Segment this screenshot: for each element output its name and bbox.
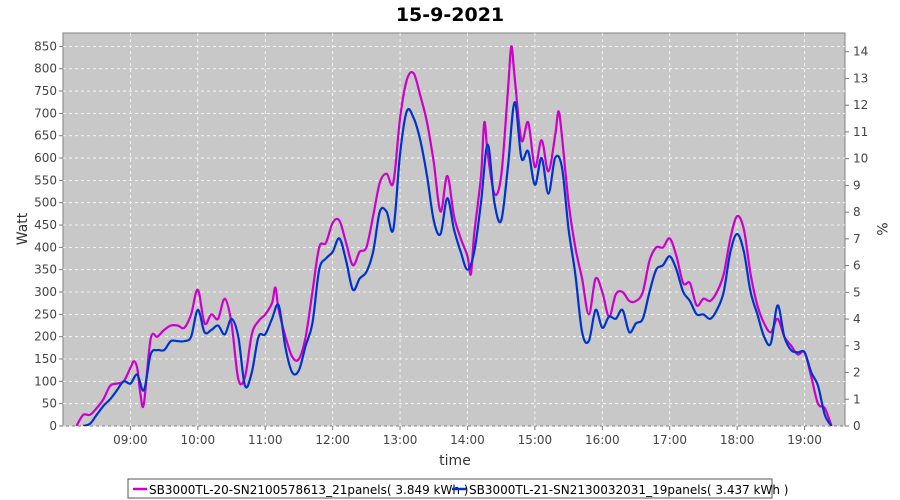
- y2-tick-label: 4: [853, 312, 861, 326]
- y-tick-label: 750: [34, 84, 57, 98]
- x-tick-label: 18:00: [720, 433, 755, 447]
- y-tick-label: 350: [34, 263, 57, 277]
- y-tick-label: 0: [49, 419, 57, 433]
- y-tick-label: 100: [34, 374, 57, 388]
- x-axis-label: time: [439, 453, 471, 469]
- y2-tick-label: 8: [853, 205, 861, 219]
- grid-lines: [63, 33, 845, 427]
- y-tick-label: 250: [34, 307, 57, 321]
- y2-tick-label: 10: [853, 152, 868, 166]
- y2-tick-label: 2: [853, 366, 861, 380]
- y-tick-label: 550: [34, 173, 57, 187]
- x-tick-label: 16:00: [585, 433, 620, 447]
- series-line-1: [75, 45, 833, 426]
- y2-tick-label: 9: [853, 178, 861, 192]
- x-tick-label: 19:00: [787, 433, 822, 447]
- legend: SB3000TL-20-SN2100578613_21panels( 3.849…: [127, 478, 788, 499]
- chart-title: 15-9-2021: [396, 4, 504, 26]
- y2-axis-label: %: [873, 222, 889, 235]
- y-tick-label: 450: [34, 218, 57, 232]
- y2-tick-label: 7: [853, 232, 861, 246]
- y2-tick-label: 3: [853, 339, 861, 353]
- y-tick-label: 200: [34, 330, 57, 344]
- x-tick-label: 14:00: [450, 433, 485, 447]
- legend-label-series-1: SB3000TL-20-SN2100578613_21panels( 3.849…: [149, 483, 468, 497]
- x-tick-label: 17:00: [652, 433, 687, 447]
- x-tick-label: 11:00: [248, 433, 283, 447]
- y-axis-left: 0 50 100 150 200 250 300 350 400 450 500 550 600 650 7…: [34, 39, 63, 433]
- series-line-2: [82, 101, 833, 426]
- x-tick-label: 15:00: [518, 433, 553, 447]
- y-tick-label: 500: [34, 196, 57, 210]
- y-tick-label: 400: [34, 240, 57, 254]
- x-tick-label: 10:00: [181, 433, 216, 447]
- legend-box: [127, 478, 773, 499]
- y-tick-label: 50: [42, 397, 57, 411]
- x-tick-label: 09:00: [113, 433, 148, 447]
- y-axis-label: Watt: [15, 212, 31, 245]
- y-tick-label: 150: [34, 352, 57, 366]
- x-tick-label: 13:00: [383, 433, 418, 447]
- y2-tick-label: 14: [853, 45, 868, 59]
- y2-tick-label: 5: [853, 285, 861, 299]
- y2-tick-label: 1: [853, 392, 861, 406]
- y-tick-label: 700: [34, 106, 57, 120]
- y-tick-label: 600: [34, 151, 57, 165]
- legend-label-series-2: SB3000TL-21-SN2130032031_19panels( 3.437…: [469, 483, 788, 497]
- y-tick-label: 850: [34, 39, 57, 53]
- series-lines: [75, 45, 833, 426]
- y-tick-label: 800: [34, 62, 57, 76]
- y-tick-label: 300: [34, 285, 57, 299]
- y-tick-label: 650: [34, 129, 57, 143]
- y2-tick-label: 13: [853, 71, 868, 85]
- x-axis: 09:00 10:00 11:00 12:00 13:00 14:00 15:00 16:00…: [113, 426, 822, 447]
- y2-tick-label: 6: [853, 259, 861, 273]
- y2-tick-label: 0: [853, 419, 861, 433]
- y2-tick-label: 11: [853, 125, 868, 139]
- y2-tick-label: 12: [853, 98, 868, 112]
- x-tick-label: 12:00: [315, 433, 350, 447]
